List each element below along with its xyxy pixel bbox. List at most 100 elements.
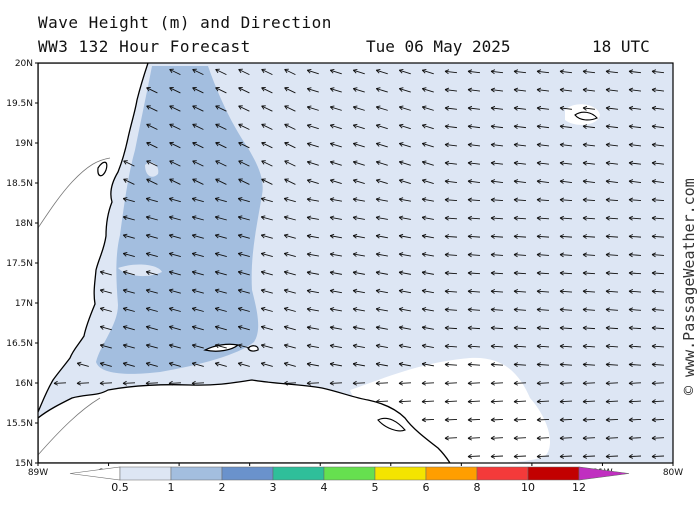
wave-arrow <box>192 252 204 258</box>
wave-arrow-head <box>444 199 449 203</box>
wave-arrow <box>307 179 319 185</box>
wave-arrow-head <box>261 343 266 346</box>
wave-arrow-head <box>214 234 219 239</box>
colorbar-tick-label: 12 <box>572 481 586 494</box>
wave-arrow-head <box>145 362 150 367</box>
wave-arrow-head <box>329 124 334 129</box>
wave-arrow-head <box>651 289 657 292</box>
wave-arrow-head <box>283 362 288 367</box>
wave-arrow-head <box>192 215 197 218</box>
wave-arrow-head <box>444 144 449 148</box>
wave-arrow-head <box>467 217 472 221</box>
wave-arrow-head <box>605 107 610 111</box>
wave-arrow-head <box>582 69 588 72</box>
wave-arrow-head <box>651 343 657 347</box>
wave-arrow-head <box>490 197 496 201</box>
wave-arrow-head <box>375 252 381 255</box>
wave-arrow-head <box>513 399 518 403</box>
wave-arrow-head <box>628 162 633 166</box>
wave-arrow <box>559 455 573 458</box>
wave-arrow-head <box>605 272 610 276</box>
wave-arrow-head <box>467 199 472 203</box>
wave-arrow-head <box>306 106 311 111</box>
wave-arrow-head <box>353 68 358 71</box>
wave-arrow-head <box>513 215 519 219</box>
wave-arrow-head <box>123 197 128 199</box>
wave-arrow <box>238 142 250 149</box>
wave-arrow <box>192 68 204 76</box>
wave-arrow-head <box>237 234 242 239</box>
wave-arrow-head <box>559 252 565 255</box>
wave-arrow <box>422 326 434 330</box>
wave-arrow <box>192 289 204 294</box>
wave-arrow-head <box>444 437 449 441</box>
wave-arrow-head <box>651 437 656 441</box>
wave-arrow-head <box>605 125 610 129</box>
wave-arrow-head <box>398 308 403 312</box>
wave-arrow <box>513 290 527 293</box>
wave-arrow <box>215 105 227 112</box>
wave-arrow-head <box>284 142 288 147</box>
wave-arrow-head <box>215 325 220 328</box>
wave-arrow <box>421 382 435 384</box>
wave-arrow <box>605 400 619 403</box>
wave-arrow-head <box>490 272 495 276</box>
wave-arrow-head <box>191 198 196 202</box>
wave-arrow-head <box>559 180 564 184</box>
wave-arrow-head <box>467 289 473 292</box>
wave-arrow-head <box>99 307 104 312</box>
wave-arrow-head <box>444 307 450 310</box>
wave-arrow <box>376 290 388 294</box>
wave-arrow-head <box>329 216 334 221</box>
wave-arrow <box>490 144 504 147</box>
wave-arrow-head <box>559 197 565 201</box>
colorbar-tick-label: 3 <box>270 481 277 494</box>
wave-arrow <box>238 326 250 331</box>
wave-arrow <box>307 88 319 93</box>
wave-arrow <box>490 400 504 403</box>
wave-arrow-head <box>422 142 427 144</box>
wave-arrow-head <box>559 399 564 403</box>
wave-arrow-head <box>238 343 243 346</box>
colorbar-swatch <box>170 466 223 481</box>
wave-arrow-head <box>582 382 587 386</box>
wave-arrow-head <box>651 435 656 439</box>
wave-arrow <box>284 68 296 76</box>
wave-arrow-head <box>398 307 404 310</box>
forecast-model-label: WW3 132 Hour Forecast <box>38 37 251 56</box>
wave-arrow-head <box>651 309 656 313</box>
wave-arrow-head <box>467 417 472 421</box>
wave-arrow-head <box>146 306 151 309</box>
wave-arrow-head <box>490 309 495 313</box>
wave-arrow-head <box>306 363 311 367</box>
wave-arrow-head <box>536 270 542 274</box>
wave-arrow-head <box>582 107 587 111</box>
wave-arrow <box>261 252 273 258</box>
wave-arrow-head <box>536 197 542 201</box>
wave-arrow <box>536 455 550 458</box>
wave-arrow <box>467 254 481 256</box>
wave-arrow-head <box>651 105 657 109</box>
wave-arrow-head <box>169 124 173 128</box>
wave-arrow-head <box>421 290 426 294</box>
wave-arrow-head <box>651 235 656 239</box>
wave-arrow-head <box>283 307 288 312</box>
wave-arrow <box>238 344 250 349</box>
wave-arrow-head <box>307 87 312 89</box>
wave-arrow-head <box>284 306 289 309</box>
wave-arrow <box>467 162 481 165</box>
wave-arrow <box>399 106 411 111</box>
wave-arrow <box>353 161 365 166</box>
wave-arrow <box>490 217 504 220</box>
wave-arrow <box>490 235 504 238</box>
wave-arrow-head <box>513 419 518 423</box>
wave-arrow <box>490 272 504 275</box>
wave-arrow <box>169 178 181 185</box>
wave-arrow <box>467 107 481 110</box>
wave-arrow <box>330 216 342 220</box>
wave-arrow-head <box>582 199 587 203</box>
wave-arrow-head <box>559 70 564 75</box>
wave-arrow <box>605 89 619 92</box>
wave-arrow <box>559 400 573 403</box>
wave-arrow-head <box>536 289 542 292</box>
